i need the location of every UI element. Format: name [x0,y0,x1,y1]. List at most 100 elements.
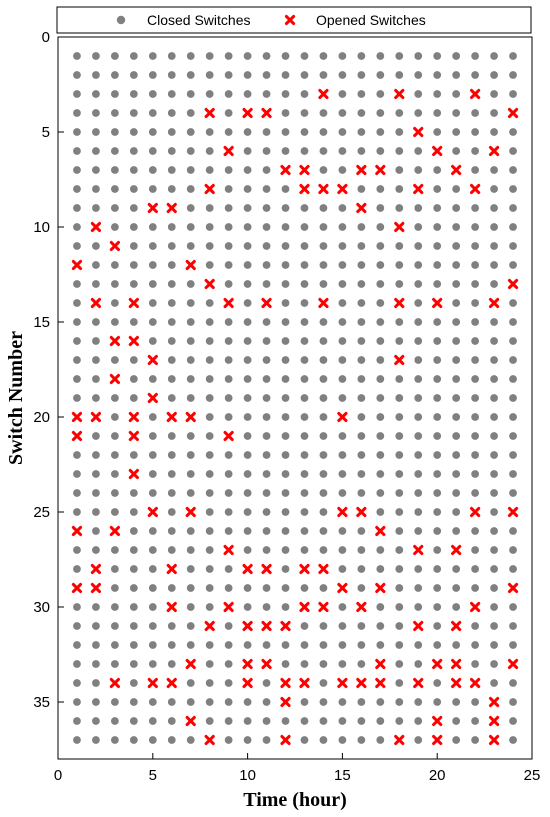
closed-switch-marker [262,394,271,402]
closed-switch-marker [300,413,309,421]
closed-switch-marker [319,413,328,421]
closed-switch-marker [452,432,461,440]
opened-switch-marker [261,107,272,119]
opened-switch-marker [223,145,234,157]
closed-switch-marker [300,261,309,269]
opened-switch-marker [488,734,500,746]
closed-switch-marker [92,641,100,649]
closed-switch-marker [471,337,480,345]
closed-switch-marker [281,299,290,307]
opened-switch-marker [128,297,139,309]
closed-switch-marker [186,489,195,497]
closed-switch-marker [509,242,517,250]
closed-switch-marker [148,470,157,478]
closed-switch-marker [110,223,119,231]
closed-switch-marker [224,660,233,668]
closed-switch-marker [414,527,423,535]
closed-switch-marker [243,451,252,459]
closed-switch-marker [167,147,176,155]
closed-switch-marker [414,470,423,478]
opened-switch-marker [356,164,367,176]
closed-switch-marker [300,90,309,98]
closed-switch-marker [376,299,385,307]
closed-switch-marker [300,280,309,288]
closed-switch-marker [490,394,498,402]
opened-switch-marker [242,658,253,670]
closed-switch-marker [92,261,100,269]
closed-switch-marker [490,71,498,79]
opened-switch-marker [166,563,177,575]
closed-switch-marker [73,546,81,554]
closed-switch-marker [281,337,290,345]
opened-switch-marker [318,297,329,309]
closed-switch-marker [129,641,138,649]
closed-switch-marker [243,166,252,174]
opened-switch-marker [261,297,272,309]
closed-switch-marker [281,318,290,326]
closed-switch-marker [471,622,480,630]
closed-switch-marker [509,565,517,573]
opened-switch-marker [318,601,329,613]
closed-switch-marker [376,109,385,117]
closed-switch-marker [509,622,517,630]
closed-switch-marker [414,375,423,383]
closed-switch-marker [224,489,233,497]
closed-switch-marker [433,508,442,516]
closed-switch-marker [243,52,252,60]
closed-switch-marker [338,603,347,611]
closed-switch-marker [414,451,423,459]
closed-switch-marker [433,280,442,288]
closed-switch-marker [73,147,81,155]
closed-switch-marker [490,546,498,554]
closed-switch-marker [205,71,214,79]
closed-switch-marker [433,679,442,687]
closed-switch-marker [262,147,271,155]
closed-switch-marker [452,527,461,535]
closed-switch-marker [319,71,328,79]
opened-switch-marker [204,620,215,632]
closed-switch-marker [357,109,366,117]
closed-switch-marker [281,546,290,554]
closed-switch-marker [281,204,290,212]
closed-switch-marker [167,166,176,174]
opened-switch-marker [109,240,120,252]
closed-switch-marker [281,185,290,193]
closed-switch-marker [281,52,290,60]
closed-switch-marker [262,603,271,611]
closed-switch-marker [414,413,423,421]
closed-switch-marker [110,546,119,554]
closed-switch-marker [167,109,176,117]
opened-switch-marker [166,411,177,423]
closed-switch-marker [167,489,176,497]
closed-switch-marker [395,375,404,383]
closed-switch-marker [110,356,119,364]
closed-switch-marker [509,299,517,307]
closed-switch-marker [319,451,328,459]
closed-switch-marker [452,90,461,98]
closed-switch-marker [319,546,328,554]
opened-switch-marker [488,145,500,157]
opened-switch-marker [337,506,348,518]
closed-switch-marker [338,698,347,706]
opened-switch-marker [337,582,348,594]
closed-switch-marker [300,337,309,345]
closed-switch-marker [205,223,214,231]
closed-switch-marker [262,698,271,706]
closed-switch-marker [452,185,461,193]
closed-switch-marker [73,489,81,497]
opened-switch-marker [185,715,196,727]
closed-switch-marker [490,508,498,516]
opened-switch-marker [204,734,215,746]
opened-switch-marker [356,677,367,689]
closed-switch-marker [395,204,404,212]
closed-switch-marker [300,109,309,117]
opened-switch-marker [337,183,348,195]
closed-switch-marker [338,660,347,668]
closed-switch-marker [92,603,100,611]
opened-switch-marker [488,297,500,309]
closed-switch-marker [471,356,480,364]
closed-switch-marker [205,603,214,611]
closed-switch-marker [281,147,290,155]
closed-switch-marker [471,299,480,307]
closed-switch-marker [92,337,100,345]
